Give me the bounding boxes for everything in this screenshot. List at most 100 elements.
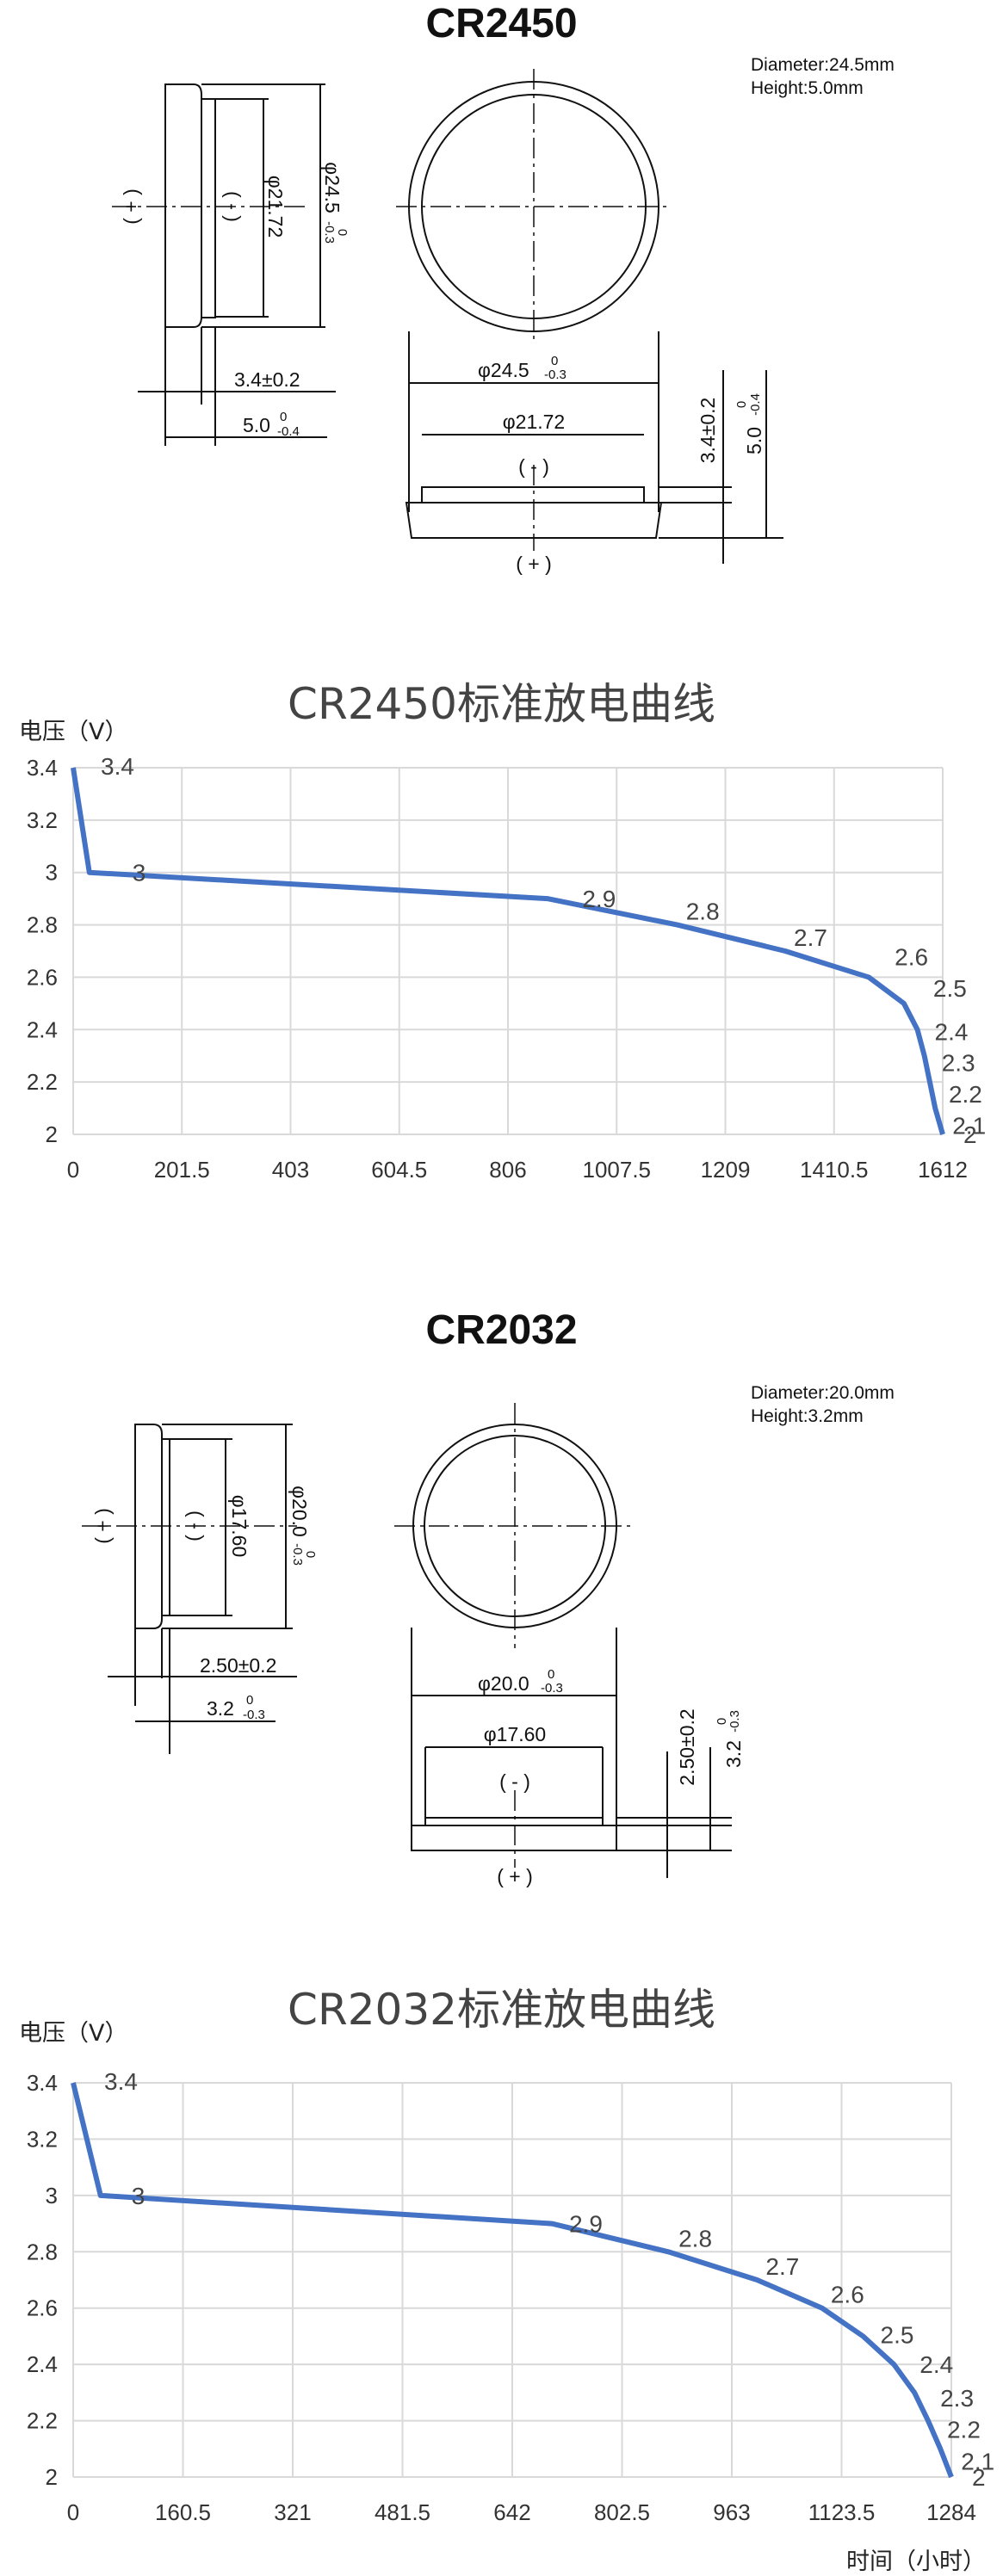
y-tick-label: 3.2 xyxy=(27,2126,58,2152)
cr2032-height-spec: Height:3.2mm xyxy=(751,1406,864,1426)
cr2450-front-step xyxy=(421,486,645,503)
data-label: 2.6 xyxy=(831,2282,864,2308)
x-tick-label: 0 xyxy=(67,2499,79,2525)
chart1-plot: 0 201.5 403 604.5 806 1007.5 1209 1410.5 161222.… xyxy=(27,753,986,1183)
cr2032-front-plus: ( + ) xyxy=(497,1865,533,1887)
x-tick-label: 963 xyxy=(713,2499,750,2525)
cr2450-side-plus: ( + ) xyxy=(120,188,142,225)
cr2032-side-step xyxy=(161,1438,170,1616)
data-label: 2.2 xyxy=(949,1081,982,1108)
cr2450-front-step-dim: 3.4±0.2 xyxy=(697,398,719,464)
data-label: 2.7 xyxy=(794,924,827,951)
x-tick-label: 1410.5 xyxy=(800,1157,869,1183)
cr2032-specs: Diameter:20.0mm Height:3.2mm xyxy=(751,1381,895,1428)
cr2450-front-minus: ( - ) xyxy=(518,455,549,478)
chart2-ylabel: 电压（V） xyxy=(19,2020,128,2047)
chart1-ylabel: 电压（V） xyxy=(19,719,128,745)
x-tick-label: 1612 xyxy=(918,1157,968,1183)
cr2032-front-outer-tol-lower: -0.3 xyxy=(541,1681,563,1696)
chart1-title: CR2450标准放电曲线 xyxy=(288,679,715,729)
cr2450-side-outer-dia: φ24.5 xyxy=(321,162,344,213)
x-tick-label: 806 xyxy=(489,1157,526,1183)
data-label: 2.2 xyxy=(947,2417,981,2443)
data-label: 2.9 xyxy=(582,886,616,912)
cr2450-front-outer-tol-upper: 0 xyxy=(551,354,558,368)
data-label: 3 xyxy=(132,2183,145,2209)
data-label: 3.4 xyxy=(104,2068,138,2095)
x-axis-label: 时间（小时） xyxy=(846,2548,986,2574)
data-label: 2.8 xyxy=(686,899,720,925)
cr2032-side-outer-tol-upper: 0 xyxy=(303,1551,318,1558)
cr2450-side-step-dim: 3.4±0.2 xyxy=(234,368,300,391)
x-tick-label: 160.5 xyxy=(155,2499,211,2525)
cr2032-front-total-tol-upper: 0 xyxy=(715,1718,729,1725)
cr2032-side-outer-dia: φ20.0 xyxy=(288,1486,311,1537)
cr2450-front-plus: ( + ) xyxy=(516,553,552,575)
data-label: 2.5 xyxy=(933,975,967,1002)
cr2032-side-total-tol-lower: -0.3 xyxy=(243,1708,265,1722)
cr2032-front-base xyxy=(411,1825,617,1851)
cr2450-height-spec: Height:5.0mm xyxy=(751,78,864,98)
cr2450-diameter-spec: Diameter:24.5mm xyxy=(751,55,895,75)
y-tick-label: 2.2 xyxy=(27,1069,58,1095)
cr2032-drawing: ( + ) ( - ) φ17.60 φ20.0 0 -0.3 2.50±0.2… xyxy=(82,1403,745,1887)
x-tick-label: 1007.5 xyxy=(582,1157,651,1183)
x-tick-label: 481.5 xyxy=(375,2499,430,2525)
cr2032-front-total-tol-lower: -0.3 xyxy=(727,1710,742,1733)
cr2032-front-minus: ( - ) xyxy=(499,1770,530,1793)
cr2450-front-outer-tol-lower: -0.3 xyxy=(544,368,567,382)
y-tick-label: 2.2 xyxy=(27,2408,58,2434)
cr2032-front-step-dim: 2.50±0.2 xyxy=(676,1708,698,1785)
cr2450-front-total-tol-lower: -0.4 xyxy=(748,393,763,416)
cr2450-side-inner-dia: φ21.72 xyxy=(264,176,287,238)
y-tick-label: 2.6 xyxy=(27,964,58,990)
y-tick-label: 2 xyxy=(46,2464,58,2490)
data-label: 2 xyxy=(963,1121,977,1148)
x-tick-label: 321 xyxy=(274,2499,311,2525)
data-label: 2.9 xyxy=(569,2211,603,2238)
cr2032-diameter-spec: Diameter:20.0mm xyxy=(751,1383,895,1403)
cr2450-side-step xyxy=(201,98,216,318)
y-tick-label: 3.4 xyxy=(27,2070,58,2096)
cr2032-side-body xyxy=(134,1424,163,1629)
x-tick-label: 1209 xyxy=(701,1157,751,1183)
x-tick-label: 201.5 xyxy=(154,1157,210,1183)
y-tick-label: 2 xyxy=(46,1121,58,1147)
x-tick-label: 802.5 xyxy=(594,2499,650,2525)
cr2032-front-outer-dia: φ20.0 xyxy=(478,1672,529,1695)
cr2450-side-total-tol-lower: -0.4 xyxy=(277,424,300,439)
chart2-title: CR2032标准放电曲线 xyxy=(288,1985,715,2035)
y-tick-label: 3.2 xyxy=(27,807,58,833)
y-tick-label: 3 xyxy=(46,860,58,886)
data-label: 2.4 xyxy=(919,2351,953,2378)
y-tick-label: 3 xyxy=(46,2183,58,2208)
cr2032-front-outer-tol-upper: 0 xyxy=(548,1667,554,1682)
chart2-plot: 0 160.5 321 481.5 642 802.5 963 1123.5 1284 2 2.2 2… xyxy=(27,2068,994,2574)
data-label: 2.4 xyxy=(935,1018,969,1045)
x-tick-label: 1123.5 xyxy=(808,2499,876,2525)
data-label: 2.8 xyxy=(678,2225,712,2252)
data-label: 3 xyxy=(133,860,146,886)
y-tick-label: 3.4 xyxy=(27,755,58,781)
x-tick-label: 1284 xyxy=(926,2499,976,2525)
series-line xyxy=(71,767,945,1135)
data-label: 2 xyxy=(972,2464,986,2491)
x-tick-label: 403 xyxy=(272,1157,309,1183)
data-label: 2.1 xyxy=(961,2448,994,2474)
cr2032-side-minus: ( - ) xyxy=(182,1510,204,1541)
y-tick-label: 2.4 xyxy=(27,1016,58,1042)
cr2450-front-outer-dia: φ24.5 xyxy=(478,359,529,381)
cr2450-side-total-dim: 5.0 xyxy=(243,414,270,436)
cr2450-side-outer-tol-lower: -0.3 xyxy=(322,221,337,244)
cr2450-side-outer-tol-upper: 0 xyxy=(335,229,350,236)
cr2032-front-step xyxy=(424,1817,604,1826)
cr2032-side-outer-tol-lower: -0.3 xyxy=(290,1543,305,1566)
data-label: 2.7 xyxy=(765,2253,799,2280)
cr2032-side-step-dim: 2.50±0.2 xyxy=(200,1654,276,1677)
cr2450-front-total-dim: 5.0 xyxy=(743,427,765,454)
cr2032-heading: CR2032 xyxy=(425,1307,578,1353)
cr2450-heading: CR2450 xyxy=(425,1,578,46)
cr2032-side-inner-dia: φ17.60 xyxy=(228,1495,251,1557)
cr2450-side-minus: ( - ) xyxy=(219,191,241,222)
cr2032-front-total-dim: 3.2 xyxy=(722,1740,745,1768)
